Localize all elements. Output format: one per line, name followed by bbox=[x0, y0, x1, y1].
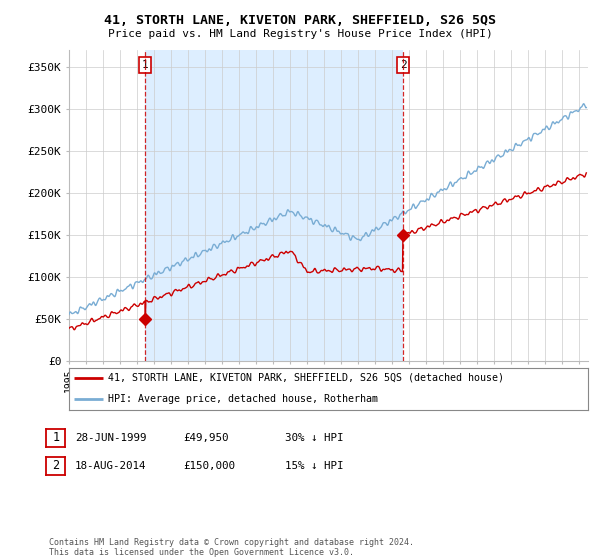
Text: 1: 1 bbox=[142, 60, 149, 70]
Text: 30% ↓ HPI: 30% ↓ HPI bbox=[285, 433, 343, 443]
Text: 15% ↓ HPI: 15% ↓ HPI bbox=[285, 461, 343, 471]
Text: 41, STORTH LANE, KIVETON PARK, SHEFFIELD, S26 5QS (detached house): 41, STORTH LANE, KIVETON PARK, SHEFFIELD… bbox=[108, 373, 504, 383]
Text: 2: 2 bbox=[400, 60, 406, 70]
Text: 41, STORTH LANE, KIVETON PARK, SHEFFIELD, S26 5QS: 41, STORTH LANE, KIVETON PARK, SHEFFIELD… bbox=[104, 14, 496, 27]
Text: Price paid vs. HM Land Registry's House Price Index (HPI): Price paid vs. HM Land Registry's House … bbox=[107, 29, 493, 39]
Text: £49,950: £49,950 bbox=[183, 433, 229, 443]
Text: Contains HM Land Registry data © Crown copyright and database right 2024.
This d: Contains HM Land Registry data © Crown c… bbox=[49, 538, 414, 557]
Text: £150,000: £150,000 bbox=[183, 461, 235, 471]
Bar bbox=[145, 50, 403, 361]
Text: HPI: Average price, detached house, Rotherham: HPI: Average price, detached house, Roth… bbox=[108, 394, 378, 404]
Text: 28-JUN-1999: 28-JUN-1999 bbox=[75, 433, 146, 443]
Text: 2: 2 bbox=[52, 459, 59, 473]
Text: 18-AUG-2014: 18-AUG-2014 bbox=[75, 461, 146, 471]
Text: 1: 1 bbox=[52, 431, 59, 445]
